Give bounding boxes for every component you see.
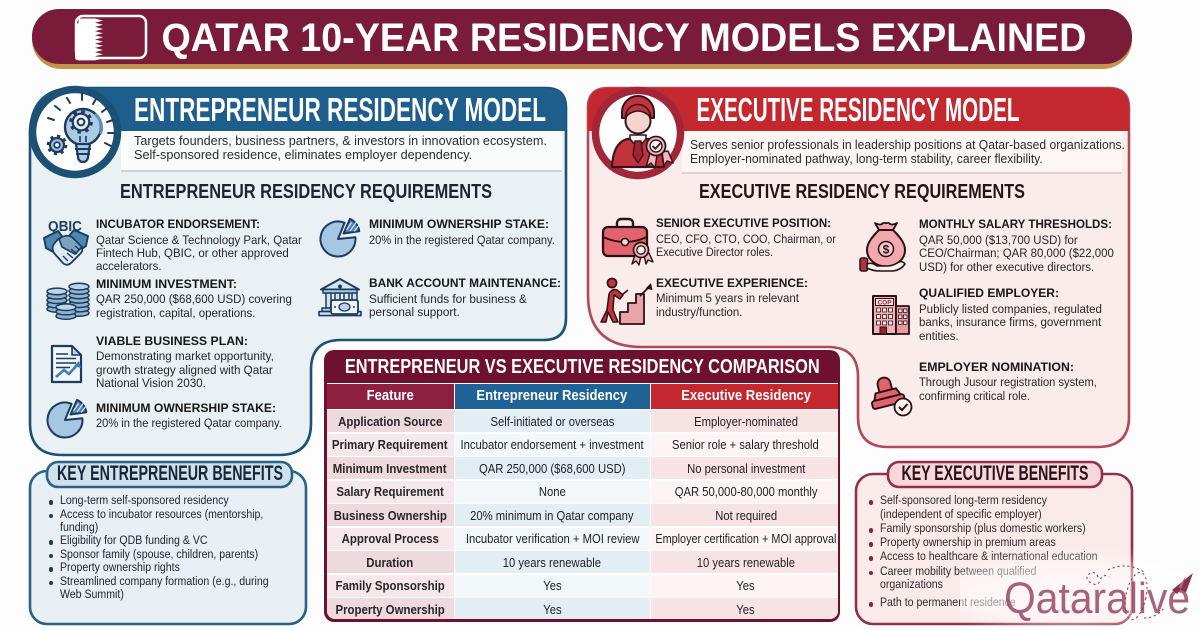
svg-text:$: $ — [883, 243, 890, 257]
svg-text:COP: COP — [877, 300, 892, 307]
